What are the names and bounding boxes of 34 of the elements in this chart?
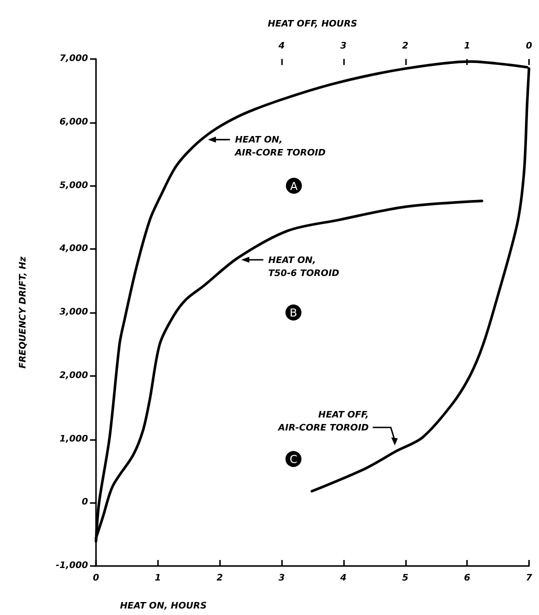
y-tick-label: 3,000	[60, 308, 88, 318]
annotation: B	[290, 306, 298, 320]
x-tick-label: 4	[339, 574, 347, 584]
annotation: C	[290, 453, 298, 466]
x-tick-label: 1	[154, 574, 161, 584]
y-tick-label: 2,000	[60, 370, 88, 381]
y-tick-label: 7,000	[60, 54, 88, 64]
y-tick-label: 5,000	[60, 180, 88, 191]
x-tick-label: 5	[402, 574, 408, 584]
annotation: HEAT OFF, AIR-CORE TOROID	[277, 410, 370, 434]
letter-badge: B	[285, 304, 302, 320]
x-tick-label: 7	[526, 574, 533, 584]
y-tick-label: -1,000	[56, 561, 88, 571]
x-tick-label: 2	[216, 574, 223, 584]
annotation: A	[290, 180, 298, 193]
letter-badge: C	[285, 451, 302, 468]
x2-axis-title: HEAT OFF, HOURS	[268, 20, 358, 30]
y-tick-label: 1,000	[60, 434, 88, 444]
x-tick-label: 6	[464, 574, 470, 584]
x2-tick-label: 2	[402, 42, 408, 52]
x-tick-label: 0	[92, 574, 100, 584]
x2-tick-label: 4	[277, 42, 285, 52]
x2-tick-label: 1	[464, 42, 470, 52]
x2-tick-label: 0	[526, 42, 532, 52]
x2-tick-label: 3	[340, 42, 347, 52]
x-tick-label: 3	[278, 574, 285, 584]
x-axis-title: HEAT ON, HOURS	[120, 602, 207, 612]
y-tick-label: 4,000	[58, 244, 88, 254]
letter-badge: A	[286, 178, 302, 194]
y-axis-title: FREQUENCY DRIFT, Hz	[18, 256, 28, 369]
y-tick-label: 0	[82, 498, 88, 508]
annotation: HEAT ON, T50-6 TOROID	[268, 256, 340, 279]
annotation: HEAT ON, AIR-CORE TOROID	[234, 136, 326, 159]
y-tick-label: 6,000	[60, 117, 88, 128]
